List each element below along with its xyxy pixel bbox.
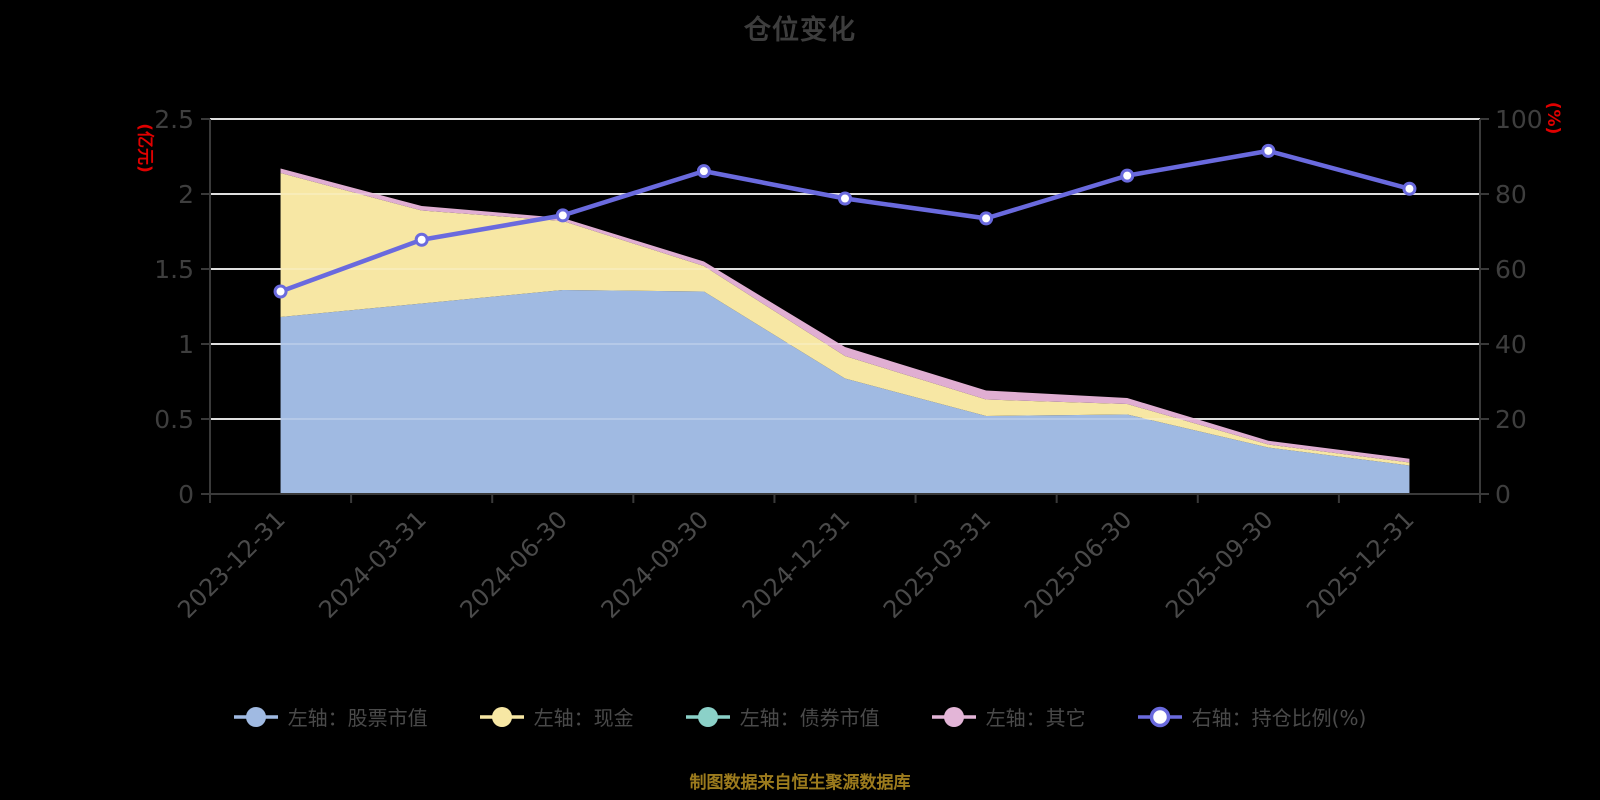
ratio-line-marker	[838, 191, 852, 206]
ratio-line-marker	[1402, 181, 1417, 196]
legend-item-bond[interactable]: 左轴：债券市值	[685, 702, 880, 731]
ratio-line-marker	[555, 208, 570, 223]
legend-line-circle-icon	[233, 706, 278, 727]
x-axis-date-label: 2024-09-30	[596, 505, 714, 623]
left-axis-tick-label: 2	[178, 180, 194, 209]
legend-item-stock[interactable]: 左轴：股票市值	[233, 702, 428, 731]
ratio-line-marker	[273, 284, 288, 299]
x-axis-date-label: 2025-12-31	[1301, 505, 1419, 623]
x-axis-date-label: 2025-06-30	[1019, 505, 1137, 623]
data-source-caption: 制图数据来自恒生聚源数据库	[689, 773, 911, 793]
chart-legend: 左轴：股票市值 左轴：现金 左轴：债券市值 左轴：其它 右轴：持仓比例(%)	[0, 702, 1600, 731]
x-axis-date-label: 2025-03-31	[878, 505, 996, 623]
legend-label: 左轴：股票市值	[287, 706, 428, 730]
right-axis-tick-label: 0	[1495, 480, 1511, 509]
ratio-line-marker	[696, 164, 711, 179]
ratio-line-marker	[1261, 143, 1276, 158]
left-axis-tick-label: 1.5	[154, 255, 194, 284]
area-stock	[280, 290, 1410, 494]
legend-item-other[interactable]: 左轴：其它	[931, 702, 1086, 731]
x-axis-date-label: 2024-03-31	[313, 505, 431, 623]
legend-label: 左轴：现金	[533, 706, 634, 730]
right-axis-tick-label: 80	[1495, 180, 1527, 209]
ratio-line-marker	[414, 232, 429, 247]
right-axis-tick-label: 60	[1495, 255, 1527, 284]
legend-line-circle-icon	[1137, 706, 1182, 727]
legend-line-circle-icon	[685, 706, 730, 727]
chart-title: 仓位变化	[744, 15, 856, 46]
area-cash	[280, 173, 1410, 466]
x-axis-date-label: 2023-12-31	[172, 505, 290, 623]
right-axis-tick-label: 100	[1495, 105, 1543, 134]
ratio-line-marker	[979, 211, 994, 226]
left-axis-tick-label: 0.5	[154, 405, 194, 434]
right-axis-tick-label: 20	[1495, 405, 1527, 434]
ratio-line-marker	[1120, 168, 1135, 183]
x-axis-date-label: 2024-12-31	[737, 505, 855, 623]
left-axis-tick-label: 0	[178, 480, 194, 509]
left-axis-tick-label: 1	[178, 330, 194, 359]
legend-item-ratio[interactable]: 右轴：持仓比例(%)	[1137, 702, 1367, 731]
x-axis-date-label: 2025-09-30	[1160, 505, 1278, 623]
left-axis-tick-label: 2.5	[154, 105, 194, 134]
legend-item-cash[interactable]: 左轴：现金	[479, 702, 634, 731]
legend-label: 右轴：持仓比例(%)	[1191, 706, 1367, 730]
legend-line-circle-icon	[479, 706, 524, 727]
legend-line-circle-icon	[931, 706, 976, 727]
legend-label: 左轴：其它	[985, 706, 1086, 730]
x-axis-date-label: 2024-06-30	[455, 505, 573, 623]
legend-label: 左轴：债券市值	[739, 706, 880, 730]
right-axis-tick-label: 40	[1495, 330, 1527, 359]
